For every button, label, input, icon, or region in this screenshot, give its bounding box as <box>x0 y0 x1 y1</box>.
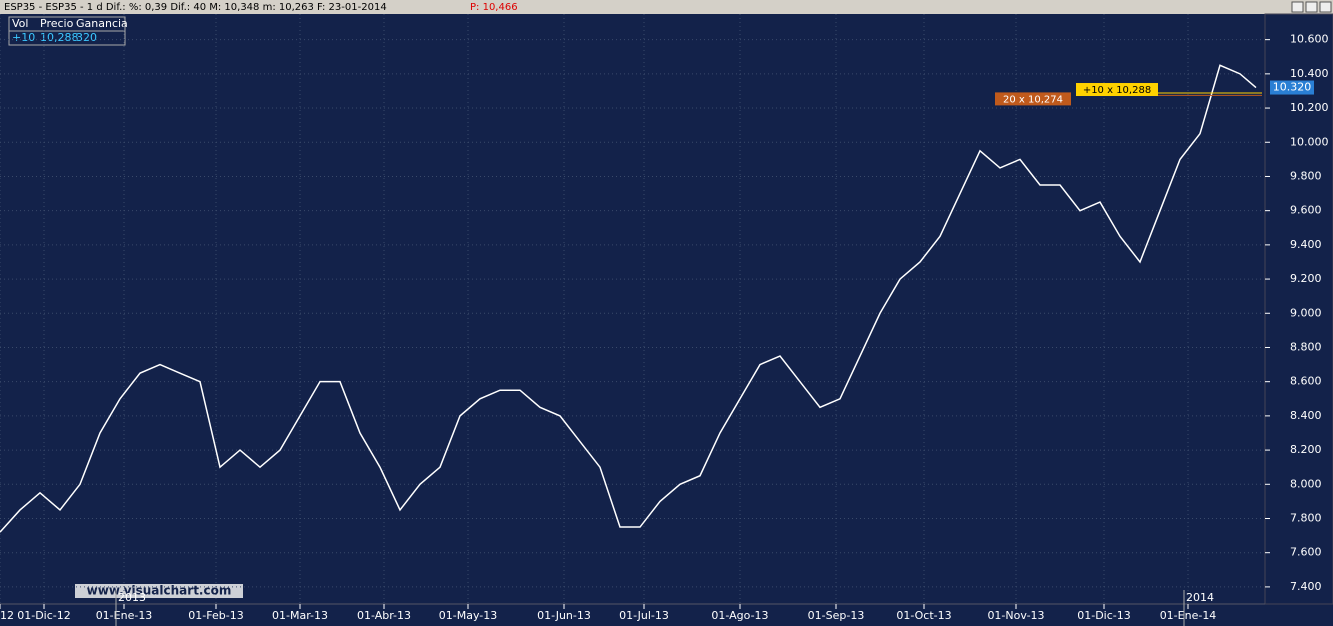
title-bar <box>0 0 1333 14</box>
y-tick-label: 7.600 <box>1290 546 1322 559</box>
order-label-box <box>1076 83 1158 97</box>
table-header: Vol <box>12 17 28 30</box>
watermark-box <box>75 584 243 598</box>
y-tick-label: 8.400 <box>1290 409 1322 422</box>
x-tick-label: 01-Mar-13 <box>272 609 328 622</box>
y-tick-label: 8.600 <box>1290 375 1322 388</box>
x-tick-label: 01-Abr-13 <box>357 609 411 622</box>
x-tick-label: 01-Oct-13 <box>896 609 951 622</box>
y-tick-label: 9.600 <box>1290 204 1322 217</box>
table-header: Ganancia <box>76 17 128 30</box>
price-axis <box>1264 13 1333 605</box>
y-tick-label: 9.200 <box>1290 272 1322 285</box>
y-tick-label: 10.400 <box>1290 67 1329 80</box>
y-tick-label: 9.000 <box>1290 306 1322 319</box>
y-tick-label: 7.800 <box>1290 511 1322 524</box>
x-tick-label: 01-Sep-13 <box>808 609 865 622</box>
table-cell: +10 <box>12 31 35 44</box>
table-header: Precio <box>40 17 74 30</box>
y-tick-label: 10.000 <box>1290 135 1329 148</box>
y-tick-label: 10.200 <box>1290 101 1329 114</box>
x-tick-label: 01-Dic-12 <box>17 609 71 622</box>
x-tick-label: 01-Ago-13 <box>711 609 768 622</box>
watermark: www.visualchart.com <box>87 584 232 598</box>
minimize-button[interactable] <box>1291 1 1304 13</box>
y-tick-label: 8.800 <box>1290 340 1322 353</box>
y-tick-label: 9.800 <box>1290 169 1322 182</box>
position-table: Vol Precio Ganancia +10 10,288 320 <box>8 16 128 46</box>
year-label: 2014 <box>1186 591 1214 604</box>
x-tick-label: 01-Dic-13 <box>1077 609 1131 622</box>
table-cell: 320 <box>76 31 97 44</box>
x-tick-label: 01-Nov-13 <box>987 609 1044 622</box>
x-tick-label: 01-Jun-13 <box>537 609 591 622</box>
maximize-button[interactable] <box>1305 1 1318 13</box>
y-tick-label: 8.000 <box>1290 477 1322 490</box>
last-price-box <box>1270 80 1314 95</box>
table-cell: 10,288 <box>40 31 79 44</box>
x-tick-label: 01-Feb-13 <box>188 609 243 622</box>
year-label: 2013 <box>118 591 146 604</box>
price-line <box>0 64 1257 533</box>
x-tick-label: 01-May-13 <box>439 609 497 622</box>
order-label: +10 x 10,288 <box>1083 85 1151 96</box>
order-label-box <box>995 92 1071 106</box>
order-label: 20 x 10,274 <box>1003 94 1063 105</box>
x-tick-label: 12 <box>0 609 14 622</box>
x-tick-label: 01-Ene-14 <box>1160 609 1217 622</box>
y-tick-label: 9.400 <box>1290 238 1322 251</box>
x-tick-label: 01-Ene-13 <box>96 609 153 622</box>
close-button[interactable] <box>1319 1 1332 13</box>
y-tick-label: 8.200 <box>1290 443 1322 456</box>
title: ESP35 - ESP35 - 1 d Dif.: %: 0,39 Dif.: … <box>4 2 387 13</box>
title-extra: P: 10,466 <box>470 2 518 13</box>
x-tick-label: 01-Jul-13 <box>619 609 669 622</box>
last-price: 10.320 <box>1273 81 1312 94</box>
y-tick-label: 7.400 <box>1290 580 1322 593</box>
y-tick-label: 10.600 <box>1290 33 1329 46</box>
